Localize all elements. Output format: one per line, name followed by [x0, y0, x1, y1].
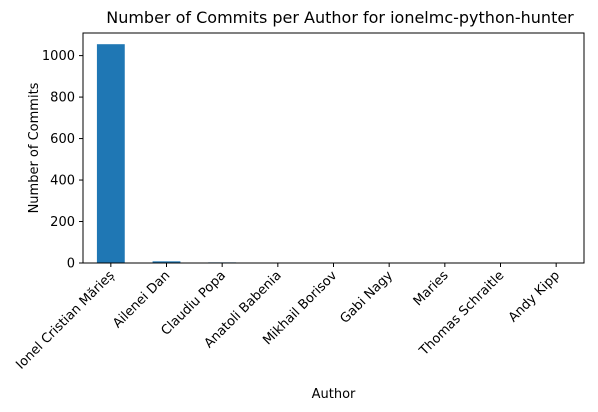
x-tick-label-6: Maries	[411, 268, 452, 309]
y-tick-label-5: 1000	[42, 49, 75, 64]
y-tick-label-4: 800	[50, 91, 75, 106]
chart-title: Number of Commits per Author for ionelmc…	[106, 8, 574, 27]
plot-frame	[82, 32, 585, 264]
bar-0	[96, 44, 125, 263]
bar-1	[152, 261, 181, 263]
x-tick-label-0: Ionel Cristian Mărieș	[13, 268, 117, 372]
y-tick-label-3: 600	[50, 132, 75, 147]
x-tick-label-8: Andy Kipp	[506, 268, 563, 325]
bars-group	[96, 44, 571, 263]
y-tick-label-1: 200	[50, 215, 75, 230]
x-tick-label-5: Gabi Nagy	[338, 268, 397, 327]
y-axis-label: Number of Commits	[27, 82, 42, 213]
x-axis-label: Author	[312, 387, 356, 402]
y-tick-label-2: 400	[50, 174, 75, 189]
y-tick-label-0: 0	[67, 257, 75, 272]
y-axis-ticks: 0 200 400 600 800 1000	[42, 49, 83, 272]
